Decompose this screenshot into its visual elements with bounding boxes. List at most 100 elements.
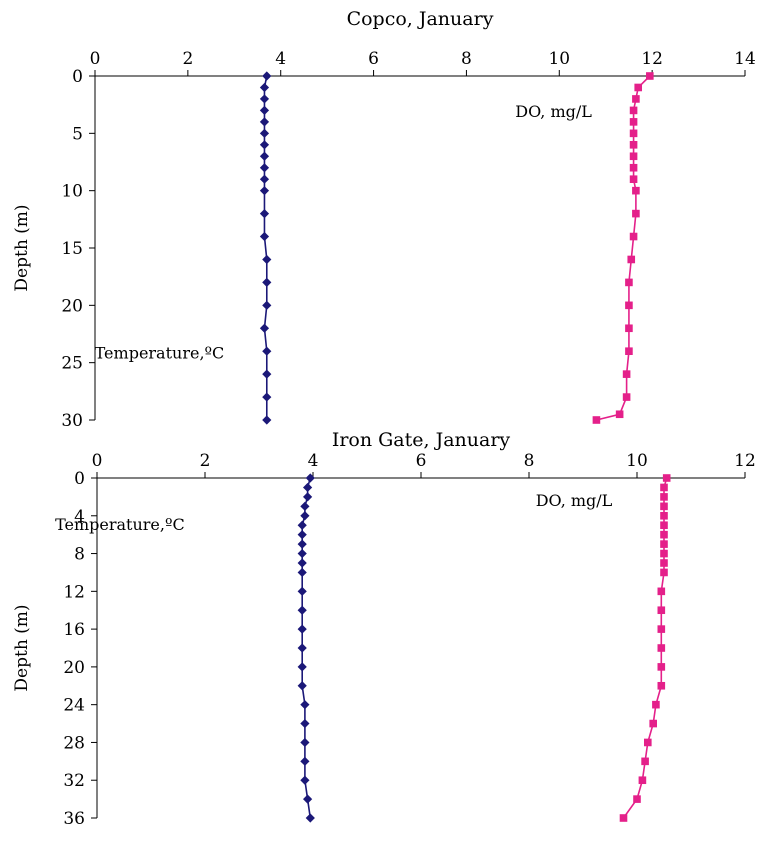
- data-point: [629, 118, 638, 126]
- data-point: [660, 549, 668, 558]
- y-tick-label: 15: [61, 239, 83, 259]
- data-point: [625, 278, 633, 287]
- data-point: [660, 483, 668, 492]
- y-tick-label: 25: [61, 354, 83, 374]
- data-point: [262, 254, 272, 265]
- y-tick-label: 5: [72, 124, 83, 144]
- data-point: [297, 605, 307, 615]
- x-tick-label: 0: [90, 49, 101, 69]
- data-point: [297, 681, 307, 691]
- data-point: [259, 105, 270, 115]
- data-point: [300, 700, 310, 710]
- data-point: [300, 775, 310, 785]
- data-point: [662, 474, 671, 482]
- data-point: [657, 681, 666, 690]
- data-point: [652, 700, 660, 709]
- data-point: [300, 718, 310, 729]
- x-tick-label: 8: [524, 451, 535, 471]
- chart-title: Copco, January: [347, 8, 494, 30]
- data-point: [259, 163, 270, 173]
- series-temperature: [259, 71, 272, 425]
- y-tick-label: 30: [61, 411, 83, 431]
- do-label: DO, mg/L: [515, 102, 592, 121]
- data-point: [632, 95, 640, 103]
- data-point: [629, 106, 638, 115]
- x-tick-label: 6: [416, 451, 427, 471]
- x-tick-label: 4: [308, 451, 319, 471]
- do-label: DO, mg/L: [536, 491, 613, 510]
- data-point: [625, 301, 633, 310]
- data-point: [297, 662, 307, 672]
- data-point: [262, 300, 272, 310]
- data-point: [259, 82, 270, 93]
- data-point: [592, 416, 601, 424]
- data-point: [629, 141, 638, 149]
- data-point: [303, 482, 313, 493]
- data-point: [638, 776, 647, 785]
- data-point: [259, 94, 270, 104]
- data-point: [622, 393, 631, 401]
- data-point: [649, 719, 657, 728]
- y-tick-label: 0: [72, 67, 83, 87]
- data-point: [300, 501, 310, 511]
- data-point: [305, 813, 315, 823]
- series-line: [263, 75, 268, 420]
- x-tick-label: 2: [200, 451, 211, 471]
- y-tick-label: 8: [74, 545, 85, 565]
- data-point: [297, 530, 307, 540]
- series-do: [619, 474, 671, 822]
- data-point: [259, 186, 270, 196]
- data-point: [625, 324, 633, 333]
- y-axis-title: Depth (m): [12, 604, 32, 691]
- data-point: [262, 369, 272, 379]
- data-point: [259, 128, 270, 138]
- chart-1: Copco, January 0 2 4 6 8 10 12 14 0 5 10 15 20 25 30 Dep…: [12, 8, 756, 431]
- data-point: [297, 539, 307, 549]
- data-point: [259, 140, 270, 150]
- series-do: [592, 72, 654, 424]
- y-tick-label: 10: [61, 182, 83, 202]
- data-point: [262, 277, 272, 287]
- y-tick-label: 24: [63, 696, 85, 716]
- data-point: [627, 255, 636, 264]
- data-point: [625, 347, 633, 355]
- data-point: [262, 415, 272, 425]
- y-tick-label: 4: [74, 507, 85, 527]
- data-point: [259, 209, 270, 219]
- series-line: [596, 75, 651, 421]
- data-point: [305, 473, 315, 483]
- y-axis-title: Depth (m): [12, 204, 32, 291]
- data-point: [657, 663, 666, 671]
- x-tick-label: 10: [548, 49, 570, 69]
- x-tick-label: 14: [734, 49, 756, 69]
- data-point: [262, 346, 272, 356]
- data-point: [297, 586, 307, 596]
- data-point: [259, 117, 270, 127]
- data-point: [300, 511, 310, 521]
- data-point: [633, 795, 641, 803]
- x-tick-label: 6: [368, 49, 379, 69]
- data-point: [297, 643, 307, 653]
- x-tick-label: 4: [275, 49, 286, 69]
- data-point: [629, 175, 638, 183]
- x-tick-label: 2: [182, 49, 193, 69]
- data-point: [660, 568, 668, 577]
- chart-title: Iron Gate, January: [332, 429, 511, 451]
- data-point: [297, 567, 307, 578]
- data-point: [660, 493, 668, 501]
- data-point: [629, 152, 638, 161]
- data-point: [297, 548, 307, 559]
- data-point: [641, 757, 649, 766]
- y-tick-label: 28: [63, 733, 85, 753]
- data-point: [660, 502, 668, 511]
- temperature-label: Temperature,ºC: [95, 343, 225, 362]
- data-point: [660, 511, 668, 520]
- data-point: [619, 814, 628, 822]
- x-tick-label: 0: [92, 451, 103, 471]
- data-point: [259, 151, 270, 161]
- data-point: [300, 756, 310, 766]
- data-point: [660, 559, 668, 567]
- data-point: [259, 323, 270, 333]
